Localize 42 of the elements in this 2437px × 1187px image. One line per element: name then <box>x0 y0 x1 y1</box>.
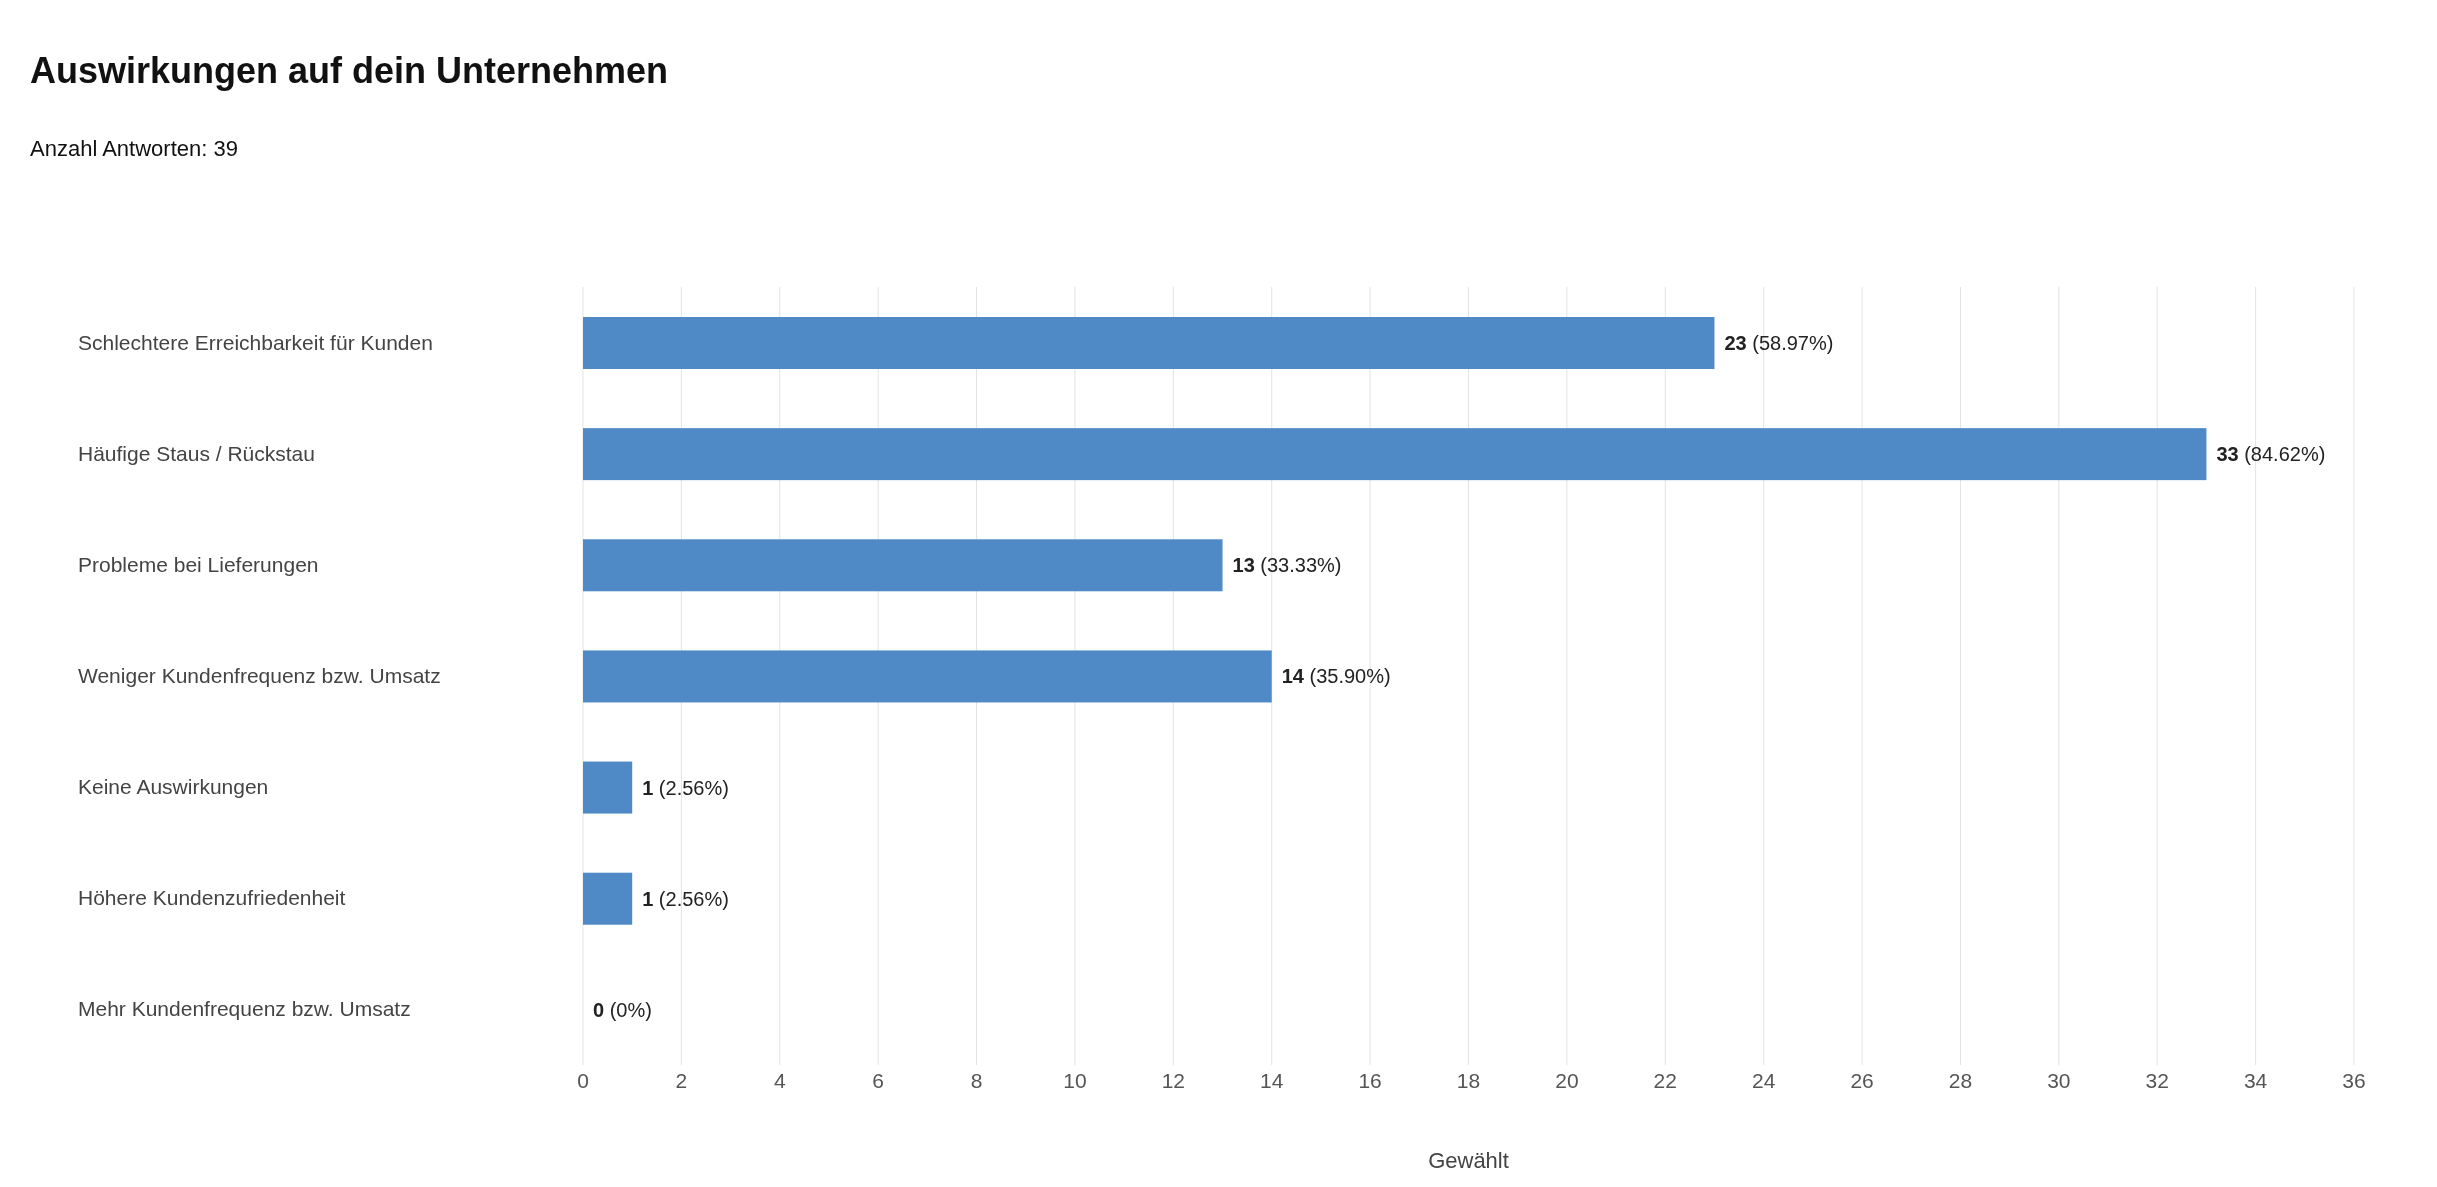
data-label: 13 (33.33%) <box>1232 554 1342 577</box>
y-tick-label: Mehr Kundenfrequenz bzw. Umsatz <box>78 997 411 1021</box>
x-tick-label: 14 <box>1260 1068 1284 1092</box>
x-tick-label: 30 <box>2047 1068 2071 1092</box>
x-tick-label: 2 <box>675 1068 688 1092</box>
x-tick-label: 6 <box>872 1068 885 1092</box>
data-label: 0 (0%) <box>593 998 652 1021</box>
data-label: 14 (35.90%) <box>1281 665 1391 688</box>
x-tick-label: 28 <box>1948 1068 1973 1092</box>
x-tick-label: 16 <box>1358 1068 1382 1092</box>
x-tick-label: 22 <box>1653 1068 1677 1092</box>
y-tick-label: Probleme bei Lieferungen <box>78 552 319 576</box>
x-tick-label: 20 <box>1555 1068 1579 1092</box>
bar <box>583 761 633 814</box>
bar <box>583 539 1223 592</box>
x-tick-label: 18 <box>1456 1068 1481 1092</box>
x-tick-label: 10 <box>1063 1068 1087 1092</box>
bar <box>583 428 2207 481</box>
y-tick-label: Keine Auswirkungen <box>78 775 269 799</box>
x-tick-label: 12 <box>1161 1068 1186 1092</box>
data-label: 1 (2.56%) <box>642 776 729 799</box>
y-tick-label: Höhere Kundenzufriedenheit <box>78 886 346 910</box>
text: Anzahl Antworten: 39 <box>30 136 238 162</box>
chart-title: Auswirkungen auf dein Unternehmen <box>30 50 669 92</box>
x-tick-label: 4 <box>773 1068 786 1092</box>
x-tick-label: 34 <box>2243 1068 2268 1092</box>
bar <box>583 317 1715 369</box>
y-tick-label: Häufige Staus / Rückstau <box>78 441 315 465</box>
data-label: 1 (2.56%) <box>642 887 729 910</box>
x-tick-label: 24 <box>1751 1068 1776 1092</box>
x-tick-label: 0 <box>577 1068 589 1092</box>
x-tick-label: 36 <box>2342 1068 2366 1092</box>
x-tick-label: 8 <box>970 1068 983 1092</box>
data-label: 33 (84.62%) <box>2216 443 2326 466</box>
y-tick-label: Schlechtere Erreichbarkeit für Kunden <box>78 330 433 354</box>
bar <box>583 650 1272 703</box>
y-tick-label: Weniger Kundenfrequenz bzw. Umsatz <box>78 664 441 687</box>
x-axis-title: Gewählt <box>1428 1148 1509 1173</box>
bar <box>583 872 633 925</box>
x-tick-label: 32 <box>2145 1068 2169 1092</box>
data-label: 23 (58.97%) <box>1724 332 1834 354</box>
x-tick-label: 26 <box>1850 1068 1874 1092</box>
